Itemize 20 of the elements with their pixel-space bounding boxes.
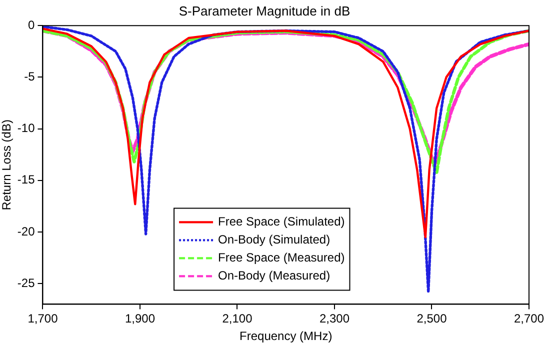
legend-label: On-Body (Measured): [218, 268, 330, 283]
y-axis-title: Return Loss (dB): [0, 120, 14, 210]
y-tick-label: -5: [24, 70, 36, 84]
line-series: [42, 26, 529, 294]
y-tick-label: -25: [17, 276, 36, 290]
x-tick-label: 1,700: [28, 312, 58, 326]
legend-label: On-Body (Simulated): [218, 232, 330, 247]
x-tick-label: 2,300: [319, 312, 350, 326]
y-tick-label: -15: [17, 172, 36, 187]
x-tick-label: 2,100: [222, 312, 253, 326]
x-tick-label: 1,900: [124, 312, 156, 326]
chart-title: S-Parameter Magnitude in dB: [178, 3, 350, 18]
x-tick-label: 2,700: [514, 312, 544, 326]
x-tick-label: 2,500: [416, 312, 448, 326]
y-tick-label: 0: [28, 18, 36, 32]
legend-label: Free Space (Simulated): [218, 214, 345, 229]
legend-label: Free Space (Measured): [218, 250, 345, 265]
y-tick-label: -20: [17, 224, 36, 238]
y-tick-label: -10: [17, 121, 36, 136]
x-axis-title: Frequency (MHz): [240, 329, 332, 344]
